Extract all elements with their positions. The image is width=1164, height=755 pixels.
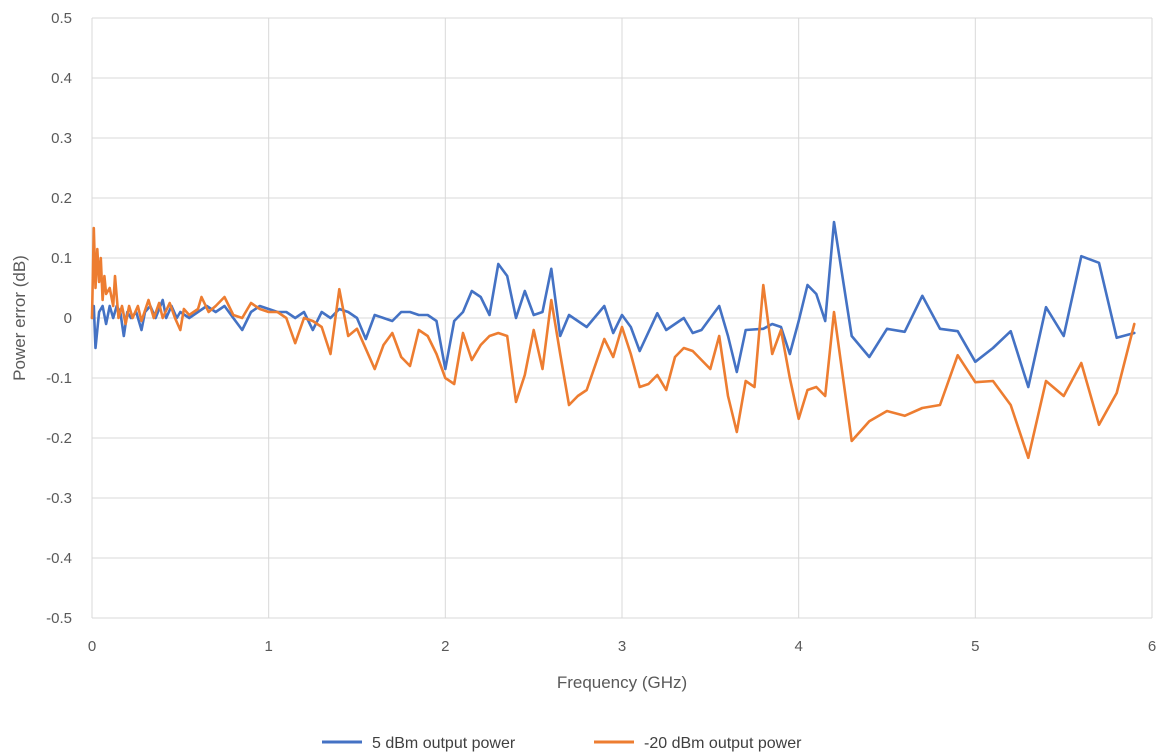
y-tick-label: -0.2 <box>46 430 72 447</box>
y-axis-tick-labels: 0.5 0.4 0.3 0.2 0.1 0 -0.1 -0.2 -0.3 -0.4 -0.5 <box>46 10 72 627</box>
y-axis-title: Power error (dB) <box>10 255 29 381</box>
x-axis-tick-labels: 0 1 2 3 4 5 6 <box>88 638 1156 655</box>
x-tick-label: 6 <box>1148 638 1156 655</box>
legend-label: 5 dBm output power <box>372 735 516 752</box>
y-tick-label: -0.5 <box>46 610 72 627</box>
y-tick-label: 0.3 <box>51 130 72 147</box>
legend: 5 dBm output power -20 dBm output power <box>322 735 802 752</box>
series-lines <box>90 220 1136 460</box>
x-tick-label: 1 <box>264 638 272 655</box>
y-tick-label: 0 <box>64 310 72 327</box>
grid-lines <box>91 17 1153 619</box>
x-tick-label: 3 <box>618 638 626 655</box>
y-tick-label: 0.2 <box>51 190 72 207</box>
x-tick-label: 4 <box>794 638 802 655</box>
x-tick-label: 5 <box>971 638 979 655</box>
series-line-1 <box>90 220 1136 389</box>
x-axis-title: Frequency (GHz) <box>557 673 687 692</box>
y-tick-label: 0.5 <box>51 10 72 27</box>
series-line-2 <box>90 226 1136 460</box>
y-tick-label: 0.4 <box>51 70 72 87</box>
y-tick-label: -0.3 <box>46 490 72 507</box>
legend-label: -20 dBm output power <box>644 735 802 752</box>
x-tick-label: 2 <box>441 638 449 655</box>
y-tick-label: 0.1 <box>51 250 72 267</box>
y-tick-label: -0.1 <box>46 370 72 387</box>
x-tick-label: 0 <box>88 638 96 655</box>
y-tick-label: -0.4 <box>46 550 72 567</box>
